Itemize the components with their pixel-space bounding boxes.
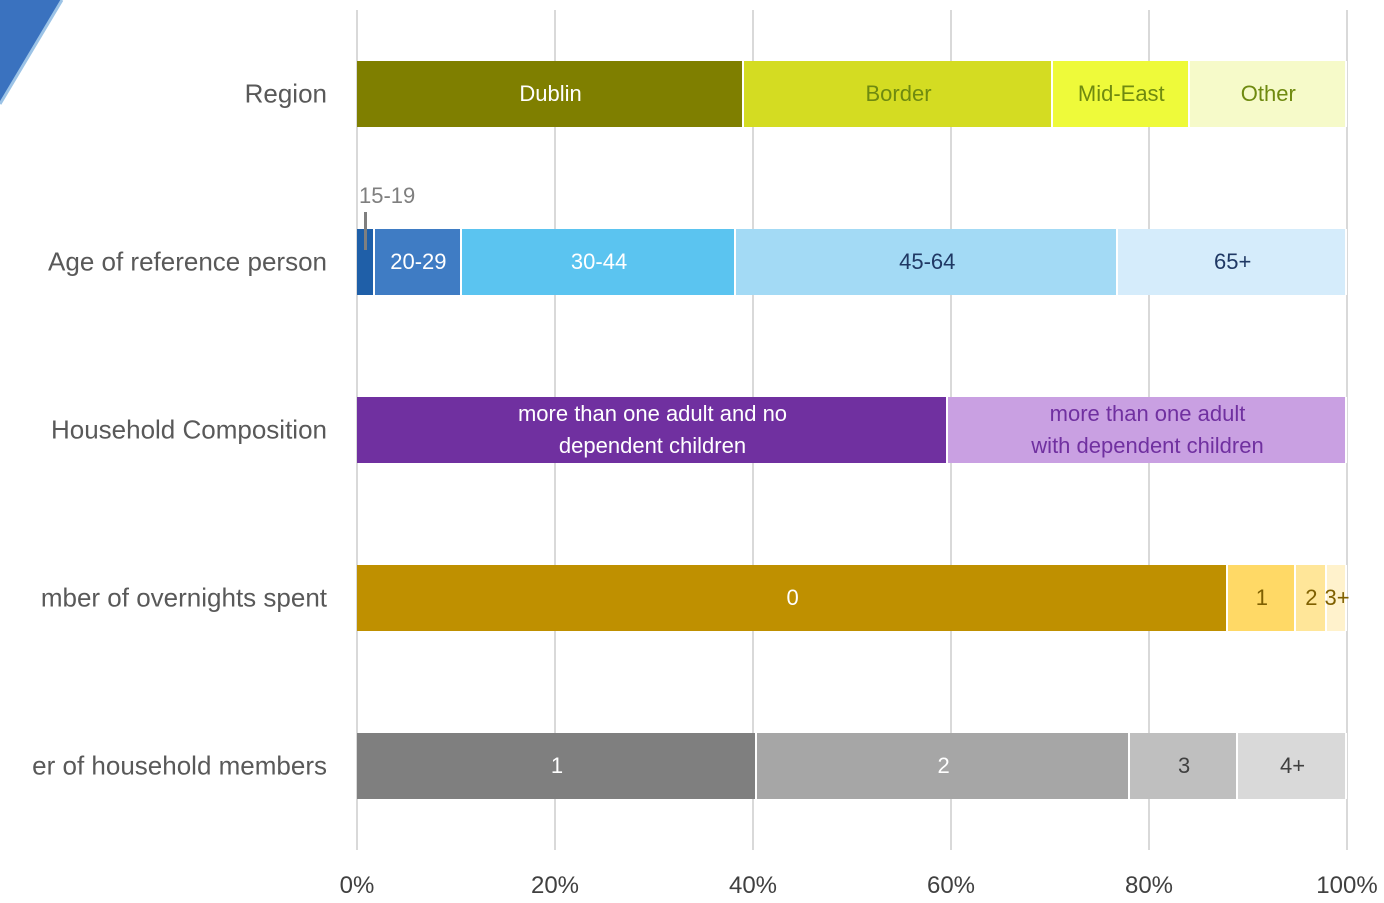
bar-segment xyxy=(1052,61,1190,127)
bar-segment xyxy=(744,61,1053,127)
x-tick-label: 60% xyxy=(926,872,976,899)
callout-line xyxy=(364,212,368,250)
segment-label: 1 xyxy=(550,753,564,778)
bar-segment xyxy=(357,61,745,127)
segment-label: 15-19 xyxy=(359,183,416,208)
bar-segment xyxy=(736,229,1119,295)
segment-label: Other xyxy=(1240,81,1296,106)
bar-segment xyxy=(948,397,1347,463)
corner-decoration xyxy=(0,0,64,105)
segment-label: 3+ xyxy=(1324,585,1350,610)
segment-label: 3 xyxy=(1178,753,1191,778)
segment-label: Dublin xyxy=(519,81,582,106)
x-tick-label: 20% xyxy=(530,872,580,899)
segment-label: 4+ xyxy=(1280,753,1306,778)
category-label: er of household members xyxy=(32,750,327,781)
bar-segment xyxy=(1228,565,1296,631)
bar-segment xyxy=(357,733,757,799)
bar-segment xyxy=(357,565,1229,631)
segment-label: 2 xyxy=(937,753,950,778)
bar-segment xyxy=(1130,733,1239,799)
category-label: Age of reference person xyxy=(48,246,327,277)
segment-label: 45-64 xyxy=(899,249,956,274)
bar-segment xyxy=(461,229,737,295)
bar-segment xyxy=(756,733,1131,799)
segment-label: Mid-East xyxy=(1077,81,1165,106)
x-tick-label: 80% xyxy=(1124,872,1174,899)
segment-label: 0 xyxy=(786,585,799,610)
x-tick-label: 0% xyxy=(339,872,375,899)
segment-label: 1 xyxy=(1255,585,1268,610)
bar-segment xyxy=(1118,229,1347,295)
segment-label: Border xyxy=(865,81,932,106)
corner-edge xyxy=(0,0,64,105)
bar-segment xyxy=(1295,565,1328,631)
x-tick-label: 100% xyxy=(1316,872,1378,899)
x-tick-label: 40% xyxy=(728,872,778,899)
bar-segment xyxy=(357,397,949,463)
category-label: Region xyxy=(244,78,327,109)
segment-label: more than one adult with dependent child… xyxy=(1031,401,1264,458)
bar-segment xyxy=(1189,61,1347,127)
bar-segment xyxy=(1327,565,1347,631)
segment-label: 20-29 xyxy=(390,249,447,274)
bar-segment xyxy=(374,229,462,295)
category-label: mber of overnights spent xyxy=(40,582,327,613)
segment-label: more than one adult and no dependent chi… xyxy=(517,401,788,458)
bar-segment xyxy=(357,229,375,295)
segment-label: 30-44 xyxy=(570,249,628,274)
segment-label: 65+ xyxy=(1213,249,1252,274)
category-label: Household Composition xyxy=(50,414,327,445)
grid-line xyxy=(1346,10,1348,850)
segment-label: 2 xyxy=(1305,585,1318,610)
bar-segment xyxy=(1238,733,1347,799)
